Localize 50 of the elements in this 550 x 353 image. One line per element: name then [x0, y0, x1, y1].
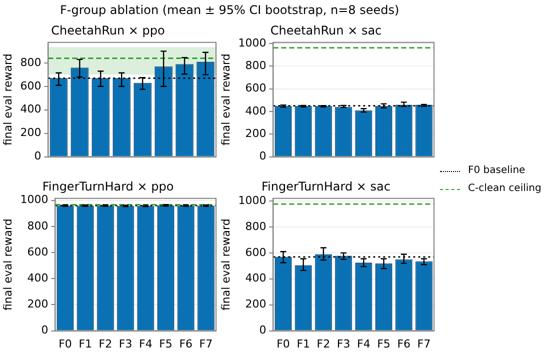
text: F-group ablation (mean ± 95% CI bootstrap, n=8 seeds) — [60, 3, 400, 17]
x-tick-label: F2 — [316, 337, 330, 350]
y-tick-label: 800 — [245, 59, 266, 72]
x-tick-label: F1 — [78, 337, 92, 350]
chart-title: CheetahRun × ppo — [51, 23, 165, 38]
legend-label: F0 baseline — [468, 164, 526, 178]
y-tick-label: 1000 — [20, 193, 48, 206]
x-tick-label: F3 — [336, 337, 350, 350]
chart-title: CheetahRun × sac — [270, 23, 382, 38]
x-tick-label: F7 — [199, 337, 213, 350]
y-tick-label: 200 — [245, 127, 266, 140]
chart-title: FingerTurnHard × sac — [262, 179, 390, 194]
x-tick-label: F0 — [58, 337, 72, 350]
x-tick-label: F5 — [377, 337, 390, 350]
y-tick-label: 1000 — [238, 36, 266, 50]
x-tick-label: F4 — [356, 337, 370, 350]
y-tick-label: 400 — [20, 102, 42, 116]
y-axis-title: final eval reward — [219, 54, 232, 146]
y-tick-label: 800 — [20, 56, 42, 69]
y-tick-label: 600 — [27, 245, 48, 258]
y-axis-title: final eval reward — [219, 218, 232, 311]
y-tick-label: 800 — [27, 219, 48, 232]
y-tick-label: 600 — [245, 82, 266, 95]
y-tick-label: 0 — [259, 150, 266, 163]
y-tick-label: 600 — [20, 79, 42, 92]
chart-title: FingerTurnHard × ppo — [42, 179, 174, 194]
y-tick-label: 0 — [34, 150, 42, 163]
y-axis-title: final eval reward — [1, 54, 14, 146]
x-tick-label: F5 — [159, 337, 172, 350]
x-tick-label: F6 — [179, 337, 193, 350]
y-tick-label: 200 — [27, 298, 48, 311]
x-tick-label: F1 — [296, 337, 310, 350]
y-tick-label: 1000 — [238, 194, 266, 207]
y-tick-label: 400 — [245, 104, 266, 118]
x-tick-label: F0 — [276, 337, 290, 350]
y-axis-title: final eval reward — [1, 218, 14, 311]
y-tick-label: 800 — [245, 220, 266, 233]
y-tick-label: 200 — [245, 298, 266, 311]
y-tick-label: 0 — [259, 324, 266, 337]
y-tick-label: 400 — [27, 271, 48, 284]
x-tick-label: F4 — [138, 337, 152, 350]
y-tick-label: 400 — [245, 272, 266, 285]
y-tick-label: 200 — [20, 126, 42, 140]
x-tick-label: F2 — [98, 337, 112, 350]
x-tick-label: F3 — [118, 337, 132, 350]
x-tick-label: F7 — [417, 337, 431, 350]
y-tick-label: 0 — [41, 324, 48, 337]
x-tick-label: F6 — [397, 337, 411, 350]
y-tick-label: 600 — [245, 246, 266, 259]
legend-label: C-clean ceiling — [468, 182, 542, 196]
